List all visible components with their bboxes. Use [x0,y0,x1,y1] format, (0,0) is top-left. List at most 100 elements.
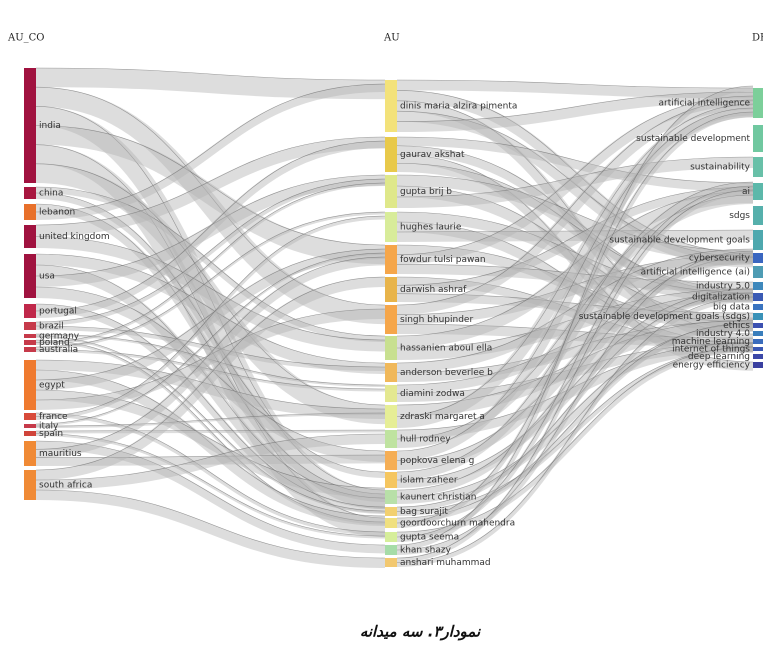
node-label: sustainable development goals [609,236,750,246]
link-edge [35,211,386,348]
link [396,186,754,329]
node-label: germany [39,332,80,342]
link-edge [396,320,754,373]
link [396,343,754,402]
link-edge [35,359,386,410]
link-edge [35,248,386,381]
link [35,193,386,478]
node [385,80,397,132]
link [35,236,386,352]
link [396,92,754,132]
link-edge [35,67,386,81]
column-header: AU_CO [7,33,45,44]
link [35,212,386,350]
link [396,190,754,563]
link-edge [396,264,754,283]
node [753,347,763,351]
node [753,157,763,177]
link-edge [396,95,754,255]
link-edge [35,308,386,401]
link-edge [35,125,386,246]
node-label: usa [39,272,55,282]
link-edge [396,221,754,344]
node [385,472,397,488]
node [385,558,397,567]
node-label: deep learning [688,352,750,362]
link-edge [35,106,386,491]
link-edge [396,288,754,481]
node-label: china [39,189,63,199]
link [35,163,386,425]
link [396,297,754,567]
link [396,251,754,555]
column-header: DE [752,33,763,44]
node [24,322,36,330]
node [385,363,397,382]
link-edge [35,186,386,337]
link-edge [35,440,386,546]
node [385,137,397,172]
node [385,430,397,448]
link [396,112,754,528]
link-edge [396,186,754,286]
link-edge [35,215,386,417]
link [35,433,386,539]
node [385,518,397,528]
link [396,212,754,303]
node [24,413,36,420]
link-edge [396,252,754,461]
node [753,125,763,152]
node-label: gaurav akshat [400,150,465,160]
link-edge [35,349,386,390]
node [385,277,397,302]
node-label: singh bhupinder [400,315,473,325]
node [24,225,36,248]
link [35,434,386,490]
link [35,141,386,318]
node [753,331,763,336]
link [35,216,386,420]
node [24,334,36,338]
node-label: fowdur tulsi pawan [400,255,486,265]
nodes: india china lebanon united kingdom usa portug… [24,68,763,568]
link [35,370,386,526]
node-label: sustainability [690,163,751,173]
link-edge [35,303,386,508]
link [396,157,754,208]
node-label: sustainable development [636,134,750,144]
link-edge [35,339,386,523]
link-edge [396,110,754,258]
link-edge [35,333,386,386]
node-label: ai [742,187,750,197]
node-label: australia [39,345,78,355]
node-label: cybersecurity [689,254,751,264]
link [35,441,386,554]
link [396,289,754,360]
link-edge [396,154,754,363]
node-label: italy [39,422,59,432]
link [396,293,754,322]
link-edge [35,325,386,368]
link-edge [396,342,754,431]
node [24,431,36,436]
link [396,175,754,262]
link-edge [35,489,386,559]
node-label: kaunert christian [400,493,476,503]
link [35,125,386,265]
link-edge [396,100,754,335]
link-edge [35,454,386,458]
node-label: khan shazy [400,546,452,556]
link [35,430,386,434]
node [24,470,36,500]
node-label: industry 4.0 [696,329,750,339]
node [24,347,36,352]
link [35,179,386,326]
link [396,323,754,523]
link-edge [35,178,386,323]
node-label: dinis maria alzira pimenta [400,102,517,112]
link [35,106,386,510]
link-edge [35,256,386,450]
link-edge [396,254,754,315]
node [753,313,763,320]
